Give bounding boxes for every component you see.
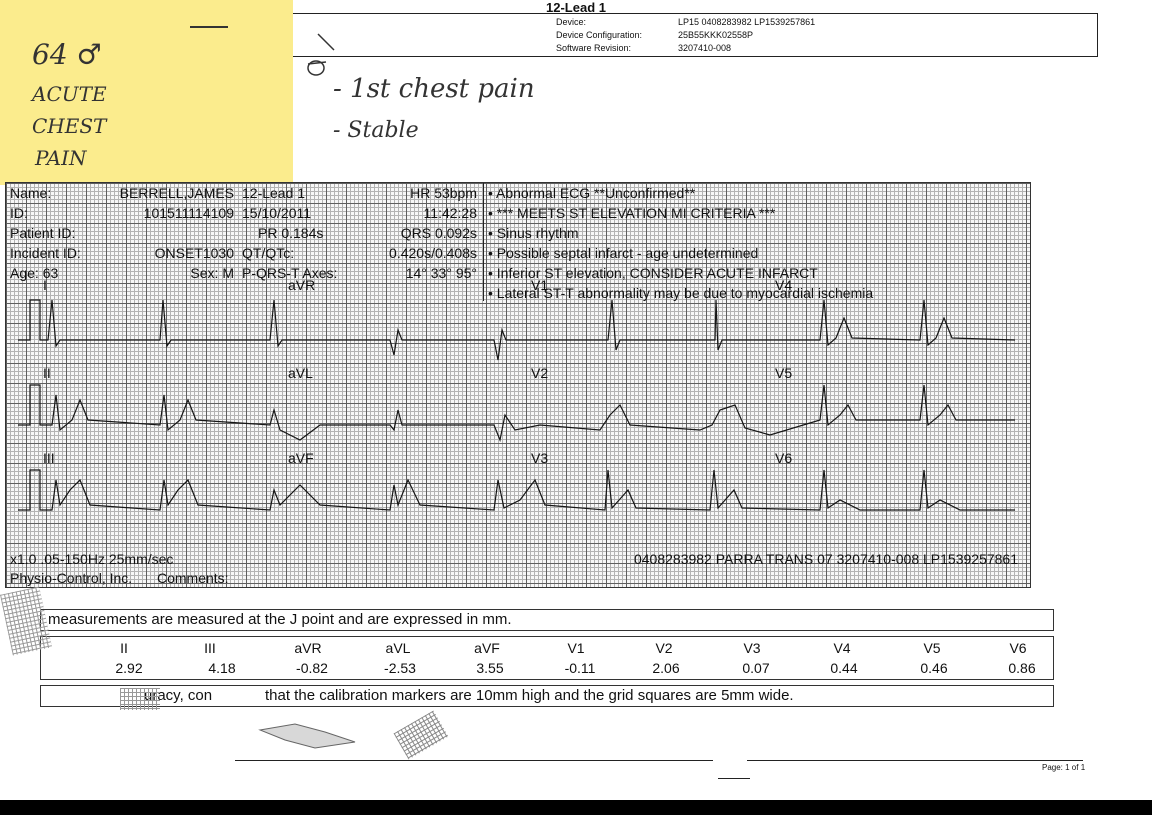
config-label: Device Configuration: [556, 30, 643, 40]
st-lead-II: II [120, 640, 128, 656]
pr-interval: PR 0.184s [258, 225, 324, 241]
filter-settings: x1.0 .05-150Hz 25mm/sec [10, 551, 174, 567]
footer-rule-right [747, 760, 1083, 761]
interp-line-6: • Lateral ST-T abnormality may be due to… [488, 285, 874, 301]
software-label: Software Revision: [556, 43, 632, 53]
name-label: Name: [10, 185, 52, 201]
sticky-line-pain: PAIN [35, 146, 87, 170]
trace-row-3 [18, 469, 1015, 511]
handwritten-mark [307, 33, 335, 76]
st-value-V3: 0.07 [742, 660, 770, 676]
company-name: Physio-Control, Inc. [10, 570, 133, 586]
age-label: Age: 63 [10, 265, 59, 281]
st-value-III: 4.18 [208, 660, 236, 676]
lead-label-I: I [43, 277, 47, 293]
handwritten-note-stable: - Stable [333, 118, 419, 143]
config-value: 25B55KKK02558P [678, 30, 754, 40]
interp-line-4: • Possible septal infarct - age undeterm… [488, 245, 759, 261]
calibration-text: that the calibration markers are 10mm hi… [265, 687, 794, 704]
footer-rule-left [235, 760, 713, 761]
interp-line-2: • *** MEETS ST ELEVATION MI CRITERIA *** [488, 205, 776, 221]
st-note-text: measurements are measured at the J point… [48, 611, 512, 628]
lead-label-V5: V5 [775, 365, 793, 381]
patient-id-label: Patient ID: [10, 225, 76, 241]
id-label: ID: [10, 205, 28, 221]
st-lead-aVF: aVF [474, 640, 500, 656]
trace-row-1 [18, 299, 1016, 361]
recording-time: 11:42:28 [423, 205, 477, 221]
interp-line-3: • Sinus rhythm [488, 225, 579, 241]
device-label: Device: [556, 17, 587, 27]
lead-label-aVF: aVF [288, 450, 314, 466]
software-value: 3207410-008 [678, 43, 732, 53]
sex-label: Sex: M [190, 265, 234, 281]
sticky-note [0, 0, 293, 185]
report-title: 12-Lead 1 [546, 0, 606, 15]
st-lead-V5: V5 [923, 640, 941, 656]
scan-edge-bottom [0, 800, 1152, 815]
qt-label: QT/QTc: [242, 245, 295, 261]
lead-label-V4: V4 [775, 277, 793, 293]
sticky-dash [190, 26, 228, 28]
incident-value: ONSET1030 [154, 245, 234, 261]
sticky-line-chest: CHEST [32, 114, 107, 138]
lead-label-V1: V1 [531, 277, 549, 293]
name-value: BERRELL,JAMES [119, 185, 234, 201]
qt-value: 0.420s/0.408s [389, 245, 477, 261]
sticky-line-acute: ACUTE [32, 82, 107, 106]
recording-type: 12-Lead 1 [242, 185, 306, 201]
st-value-V1: -0.11 [564, 660, 596, 676]
page-number: Page: 1 of 1 [1042, 763, 1086, 772]
id-value: 101511114109 [143, 205, 234, 221]
st-value-aVF: 3.55 [476, 660, 504, 676]
ecg-grid [5, 182, 1031, 588]
lead-label-V6: V6 [775, 450, 793, 466]
lead-label-V3: V3 [531, 450, 549, 466]
recording-date: 15/10/2011 [242, 205, 312, 221]
interp-line-1: • Abnormal ECG **Unconfirmed** [488, 185, 696, 201]
calibration-box [40, 685, 1054, 707]
serial-info: 0408283982 PARRA TRANS 07 3207410-008 LP… [633, 551, 1018, 567]
interp-line-5: • Inferior ST elevation, CONSIDER ACUTE … [488, 265, 818, 281]
heart-rate: HR 53bpm [410, 185, 477, 201]
comments-label: Comments: [157, 570, 229, 586]
st-lead-V3: V3 [743, 640, 761, 656]
st-lead-V6: V6 [1009, 640, 1027, 656]
qrs-duration: QRS 0.092s [400, 225, 477, 241]
lead-label-II: II [43, 365, 51, 381]
incident-label: Incident ID: [10, 245, 81, 261]
lead-label-aVL: aVL [288, 365, 313, 381]
st-lead-aVR: aVR [294, 640, 322, 656]
axes-value: 14° 33° 95° [405, 265, 477, 281]
st-lead-V4: V4 [833, 640, 851, 656]
st-table-box [40, 636, 1054, 680]
st-value-V2: 2.06 [652, 660, 680, 676]
torn-paper-shape [258, 723, 356, 749]
lead-label-V2: V2 [531, 365, 549, 381]
st-value-aVL: -2.53 [384, 660, 416, 676]
lead-label-III: III [43, 450, 55, 466]
st-value-aVR: -0.82 [296, 660, 328, 676]
torn-grid-fragment-3 [120, 688, 160, 710]
st-lead-V1: V1 [567, 640, 585, 656]
trace-row-2 [18, 384, 1015, 443]
axes-label: P-QRS-T Axes: [242, 265, 338, 281]
handwritten-note-first: - 1st chest pain [333, 74, 535, 104]
st-value-II: 2.92 [115, 660, 143, 676]
header-divider [483, 183, 484, 301]
st-value-V5: 0.46 [920, 660, 948, 676]
st-lead-V2: V2 [655, 640, 673, 656]
st-lead-aVL: aVL [385, 640, 411, 656]
device-value: LP15 0408283982 LP1539257861 [678, 17, 816, 27]
footer-dash [718, 778, 750, 779]
st-value-V6: 0.86 [1008, 660, 1036, 676]
sticky-line-age: 64 ♂ [32, 38, 102, 71]
st-lead-III: III [204, 640, 216, 656]
st-value-V4: 0.44 [830, 660, 858, 676]
calibration-text-start: uracy, con [144, 687, 213, 704]
lead-label-aVR: aVR [288, 277, 316, 293]
